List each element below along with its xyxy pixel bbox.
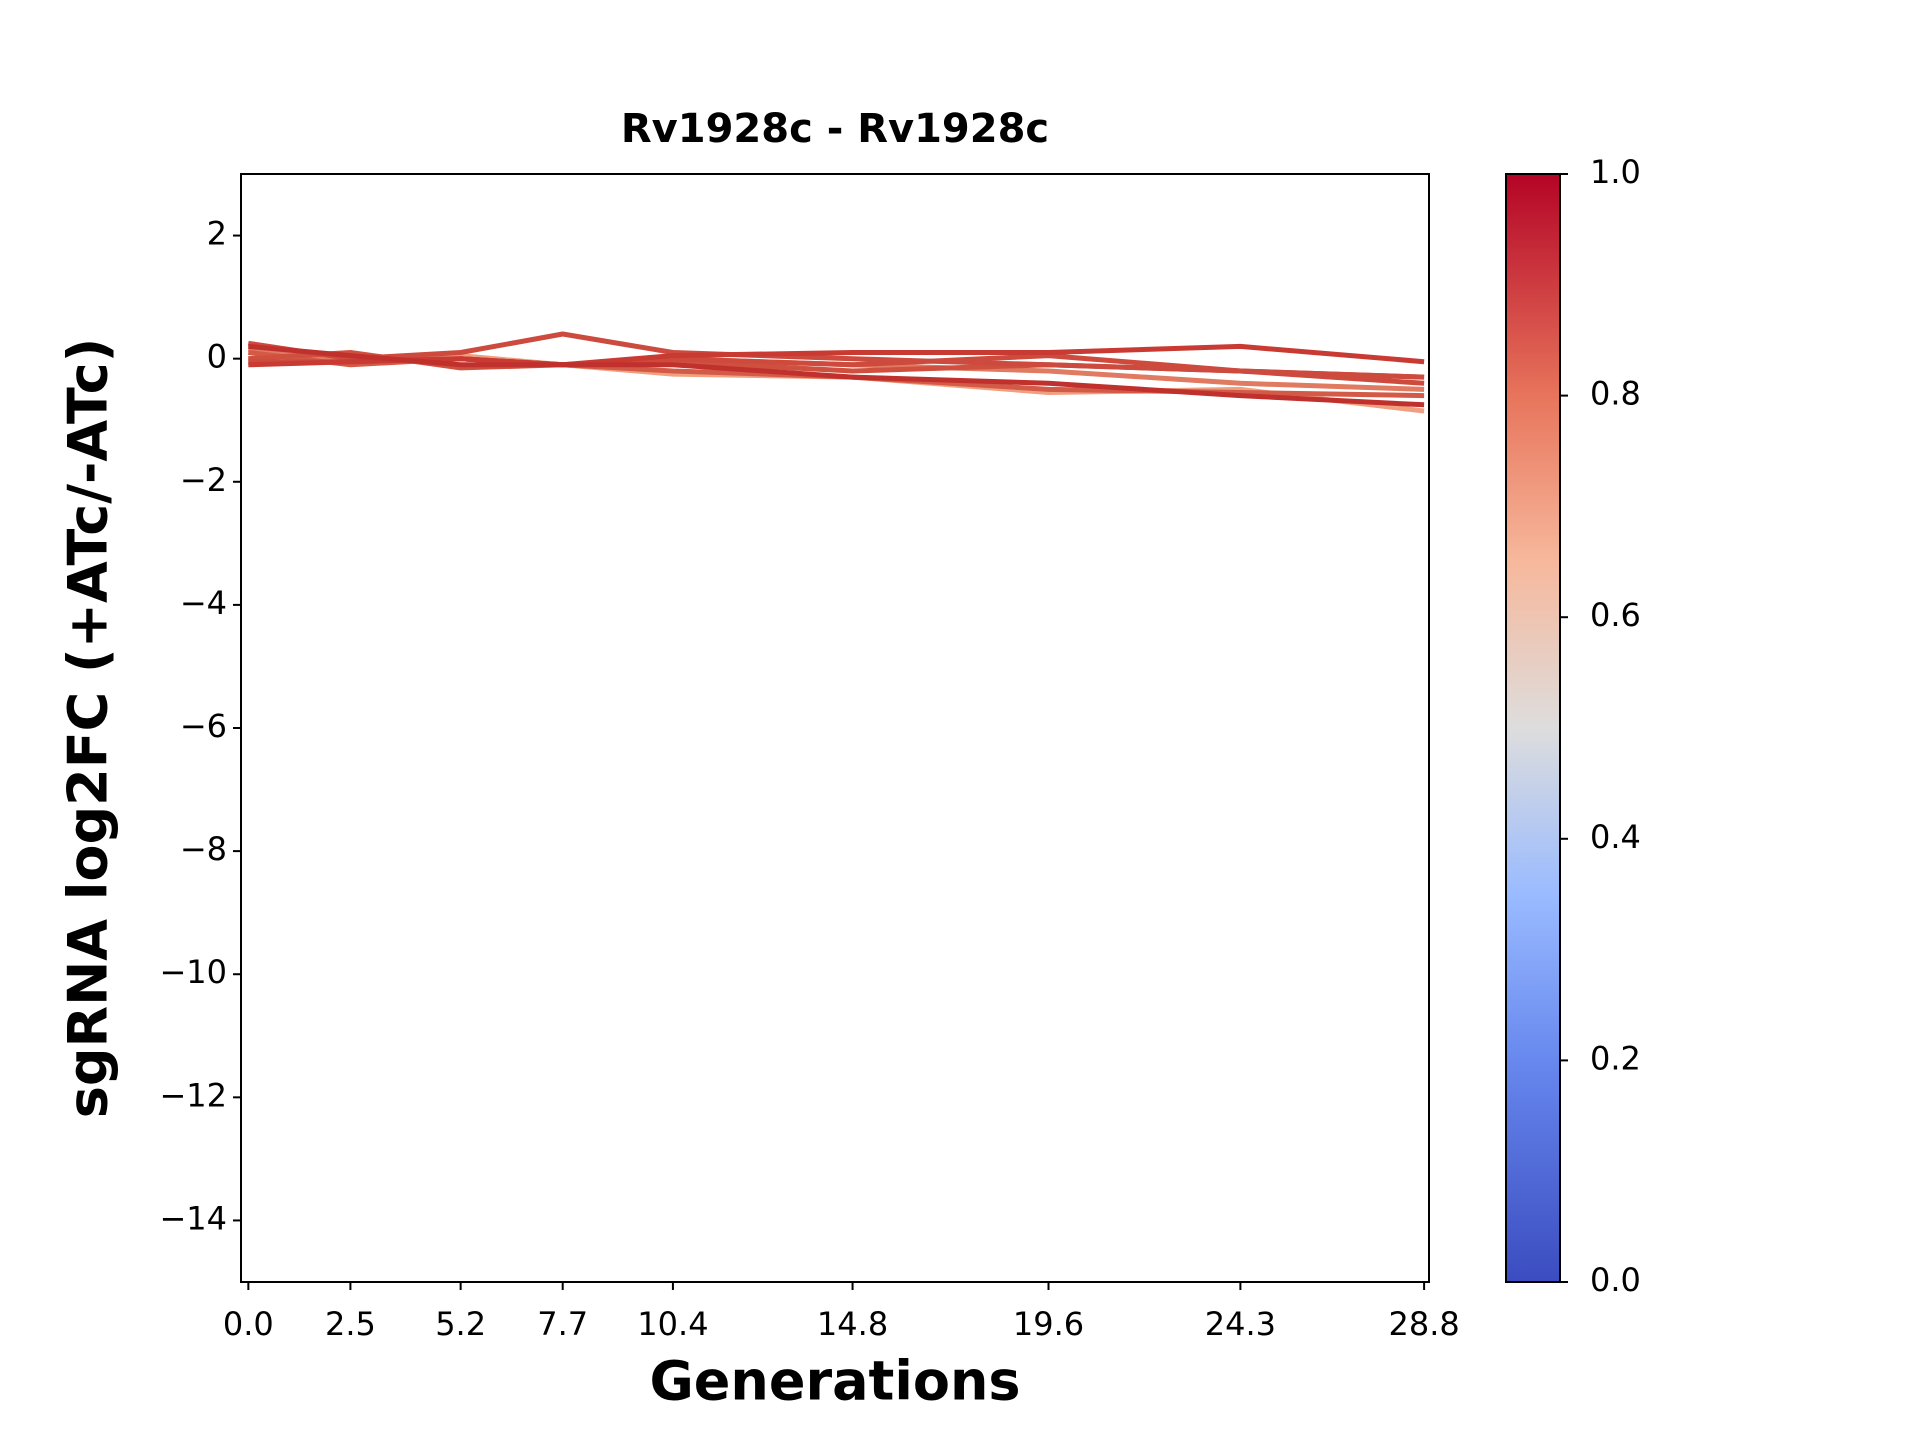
x-tick-label: 28.8 <box>1388 1305 1459 1343</box>
x-tick-label: 2.5 <box>325 1305 376 1343</box>
colorbar-tick-label: 0.2 <box>1590 1039 1641 1077</box>
x-tick-label: 7.7 <box>537 1305 588 1343</box>
colorbar-tick-label: 0.4 <box>1590 818 1641 856</box>
y-tick-label: −6 <box>180 707 227 745</box>
y-tick-label: −10 <box>159 953 227 991</box>
chart-title: Rv1928c - Rv1928c <box>621 106 1049 152</box>
y-tick-label: −2 <box>180 461 227 499</box>
y-tick-label: −14 <box>159 1199 227 1237</box>
x-tick-label: 5.2 <box>435 1305 486 1343</box>
y-tick-label: 2 <box>207 215 227 253</box>
y-axis-label: sgRNA log2FC (+ATc/-ATc) <box>57 338 120 1119</box>
series-line <box>248 343 1425 408</box>
y-tick-label: −4 <box>180 584 227 622</box>
colorbar-tick-label: 0.0 <box>1590 1261 1641 1299</box>
x-tick-label: 0.0 <box>223 1305 274 1343</box>
x-tick-label: 24.3 <box>1205 1305 1276 1343</box>
x-tick-label: 10.4 <box>637 1305 708 1343</box>
y-tick-label: −8 <box>180 830 227 868</box>
x-tick-label: 19.6 <box>1013 1305 1084 1343</box>
x-axis-label: Generations <box>649 1350 1020 1413</box>
plot-frame <box>240 173 1430 1283</box>
colorbar <box>1505 173 1561 1283</box>
colorbar-tick-label: 0.6 <box>1590 596 1641 634</box>
y-tick-label: 0 <box>207 338 227 376</box>
colorbar-tick-label: 1.0 <box>1590 153 1641 191</box>
x-tick-label: 14.8 <box>817 1305 888 1343</box>
y-tick-label: −12 <box>159 1076 227 1114</box>
colorbar-tick-label: 0.8 <box>1590 375 1641 413</box>
